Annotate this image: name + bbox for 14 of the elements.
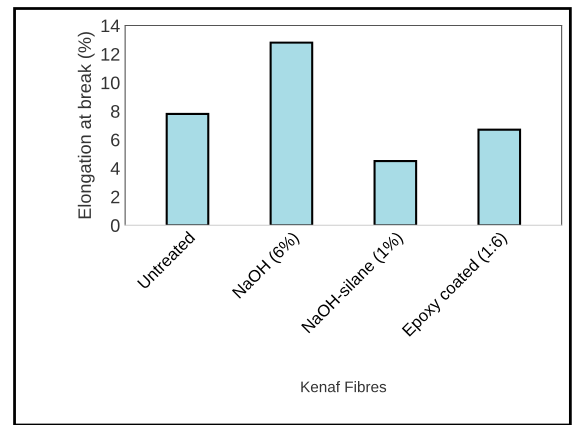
y-axis-title: Elongation at break (%) bbox=[78, 32, 95, 218]
bar bbox=[270, 42, 314, 226]
y-tick-label: 6 bbox=[111, 134, 120, 146]
y-tick-label: 14 bbox=[102, 20, 120, 32]
y-tick-label: 4 bbox=[110, 162, 120, 175]
x-axis-title: Kenaf Fibres bbox=[301, 381, 386, 392]
y-tick-label: 8 bbox=[111, 105, 120, 118]
y-tick-label: 10 bbox=[102, 76, 120, 90]
bar bbox=[477, 128, 522, 226]
bar bbox=[374, 160, 418, 226]
y-tick-label: 12 bbox=[102, 48, 120, 61]
y-tick-label: 2 bbox=[111, 190, 120, 204]
y-tick-label: 0 bbox=[110, 219, 120, 232]
bar bbox=[166, 112, 210, 226]
